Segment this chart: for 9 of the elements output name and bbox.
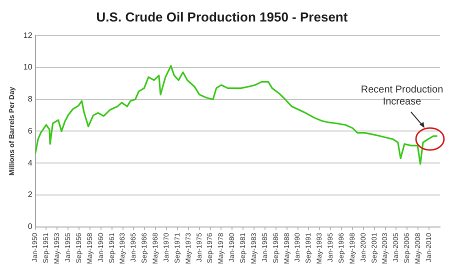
- y-tick-label: 8: [28, 94, 33, 104]
- y-tick-label: 6: [28, 126, 33, 136]
- chart-title: U.S. Crude Oil Production 1950 - Present: [96, 9, 348, 24]
- y-tick-label: 12: [23, 30, 33, 40]
- y-tick-label: 4: [28, 158, 33, 168]
- y-tick-label: 10: [23, 62, 33, 72]
- annotation: Recent Production Increase: [360, 84, 444, 108]
- y-tick-label: 2: [28, 190, 33, 200]
- y-tick-label: 0: [28, 222, 33, 232]
